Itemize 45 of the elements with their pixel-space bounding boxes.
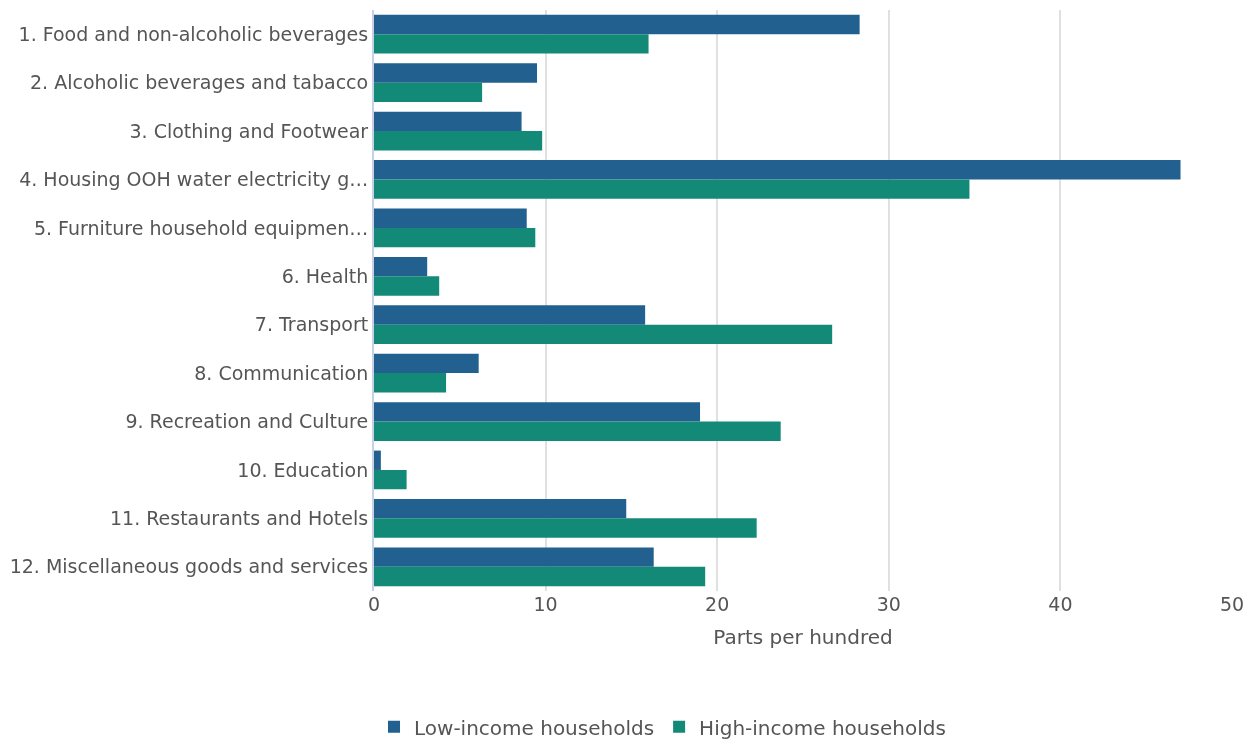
bar [374, 353, 479, 374]
x-tick-label: 50 [1219, 593, 1245, 615]
bar [374, 518, 757, 538]
bar [374, 305, 646, 325]
bar [374, 499, 627, 519]
bar [374, 469, 407, 490]
x-tick-label: 20 [705, 593, 730, 615]
bar [374, 547, 654, 567]
y-tick-label: 10. Education [237, 458, 369, 481]
y-tick-label: 5. Furniture household equipmen… [33, 216, 369, 239]
x-tick-label: 30 [876, 593, 901, 615]
legend-label: High-income households [699, 715, 946, 740]
y-tick-label: 9. Recreation and Culture [125, 410, 369, 433]
y-tick-label: 8. Communication [194, 361, 369, 384]
y-tick-label: 7. Transport [254, 313, 369, 336]
bar [374, 227, 536, 248]
x-tick-label: 0 [367, 593, 381, 615]
bar [374, 82, 483, 102]
legend-label: Low-income households [414, 715, 655, 740]
y-tick-label: 2. Alcoholic beverages and tabacco [30, 71, 369, 94]
bar [374, 276, 440, 296]
bar [374, 131, 543, 151]
bar [374, 179, 970, 199]
y-tick-label: 4. Housing OOH water electricity g… [19, 168, 369, 191]
bar [374, 450, 381, 470]
bar [374, 111, 522, 132]
y-tick-label: 12. Miscellaneous goods and services [9, 555, 369, 578]
bar [374, 373, 447, 393]
bar [374, 566, 706, 587]
y-tick-label: 3. Clothing and Footwear [129, 119, 369, 142]
x-axis-title: Parts per hundred [713, 624, 893, 649]
y-tick-label: 11. Restaurants and Hotels [109, 507, 369, 530]
bar [374, 324, 833, 345]
bar [374, 421, 781, 441]
bar [374, 34, 649, 54]
y-tick-label: 1. Food and non-alcoholic beverages [18, 22, 369, 45]
x-tick-label: 40 [1048, 593, 1073, 615]
bar [374, 208, 527, 228]
bar [374, 256, 428, 277]
bar [374, 160, 1181, 180]
y-tick-label: 6. Health [281, 264, 369, 287]
bar [374, 63, 538, 83]
bar [374, 402, 701, 422]
bar [374, 14, 860, 35]
x-tick-label: 10 [533, 593, 558, 615]
